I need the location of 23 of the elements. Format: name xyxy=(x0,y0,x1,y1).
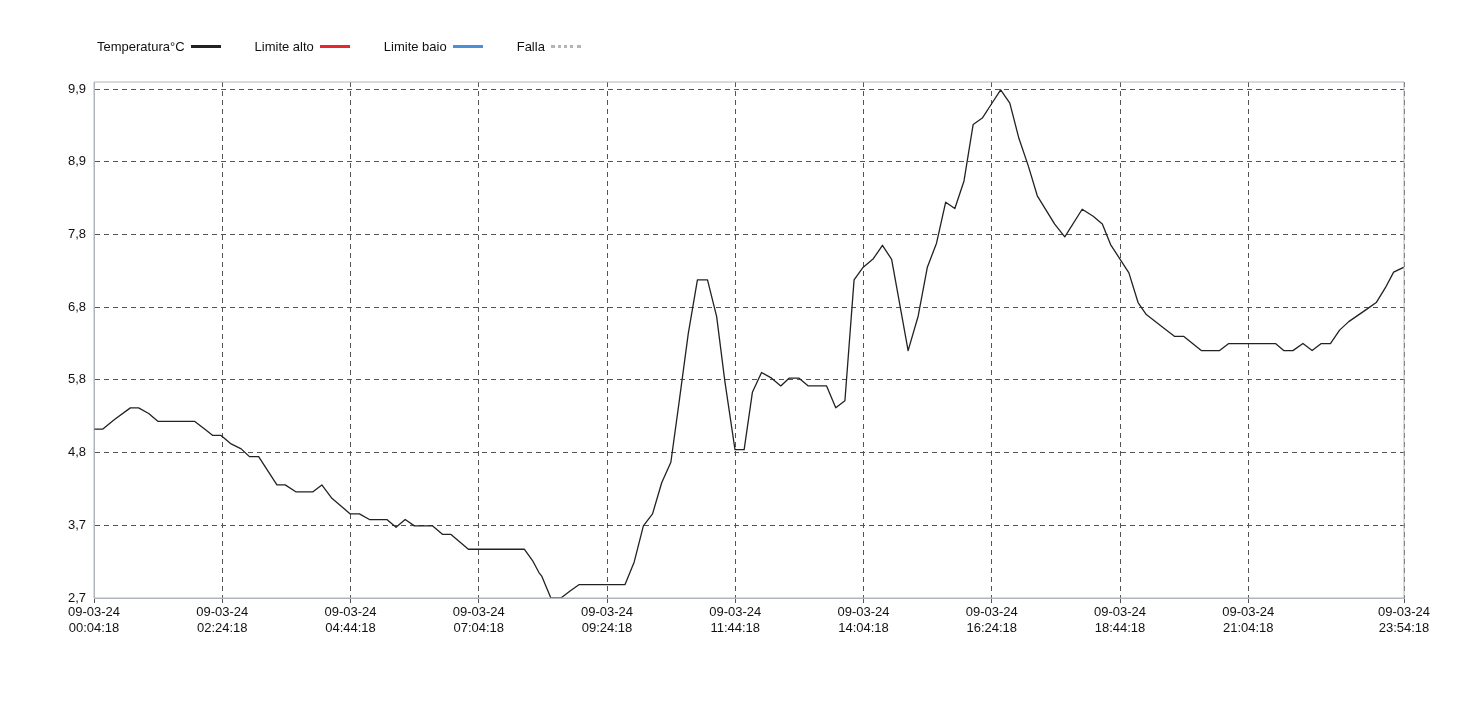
x-tick-label: 09-03-24 07:04:18 xyxy=(452,604,505,635)
x-tick-label: 09-03-24 18:44:18 xyxy=(1093,604,1147,635)
legend-label: Limite alto xyxy=(254,39,314,54)
y-tick-label: 5,8 xyxy=(67,371,86,387)
x-tick-label: 09-03-24 11:44:18 xyxy=(709,604,762,635)
y-tick-label: 3,7 xyxy=(67,516,86,532)
x-tick-label: 09-03-24 16:24:18 xyxy=(965,604,1018,635)
x-tick-label: 09-03-24 02:24:18 xyxy=(196,604,249,635)
legend-label: Falla xyxy=(516,39,545,54)
y-tick-label: 6,8 xyxy=(67,298,86,314)
x-tick-label: 09-03-24 23:54:18 xyxy=(1377,604,1431,635)
legend-label: Limite baio xyxy=(383,39,447,54)
x-tick-label: 09-03-24 09:24:18 xyxy=(580,604,634,635)
y-tick-label: 4,8 xyxy=(67,444,86,460)
legend-label: Temperatura°C xyxy=(97,39,185,54)
x-tick-label: 09-03-24 21:04:18 xyxy=(1222,604,1275,635)
y-tick-label: 7,8 xyxy=(67,226,86,242)
y-tick-label: 8,9 xyxy=(67,153,86,169)
y-tick-label: 9,9 xyxy=(67,80,86,96)
x-tick-label: 09-03-24 00:04:18 xyxy=(67,604,121,635)
x-tick-label: 09-03-24 04:44:18 xyxy=(324,604,377,635)
x-tick-label: 09-03-24 14:04:18 xyxy=(837,604,890,635)
y-tick-label: 2,7 xyxy=(67,589,86,605)
